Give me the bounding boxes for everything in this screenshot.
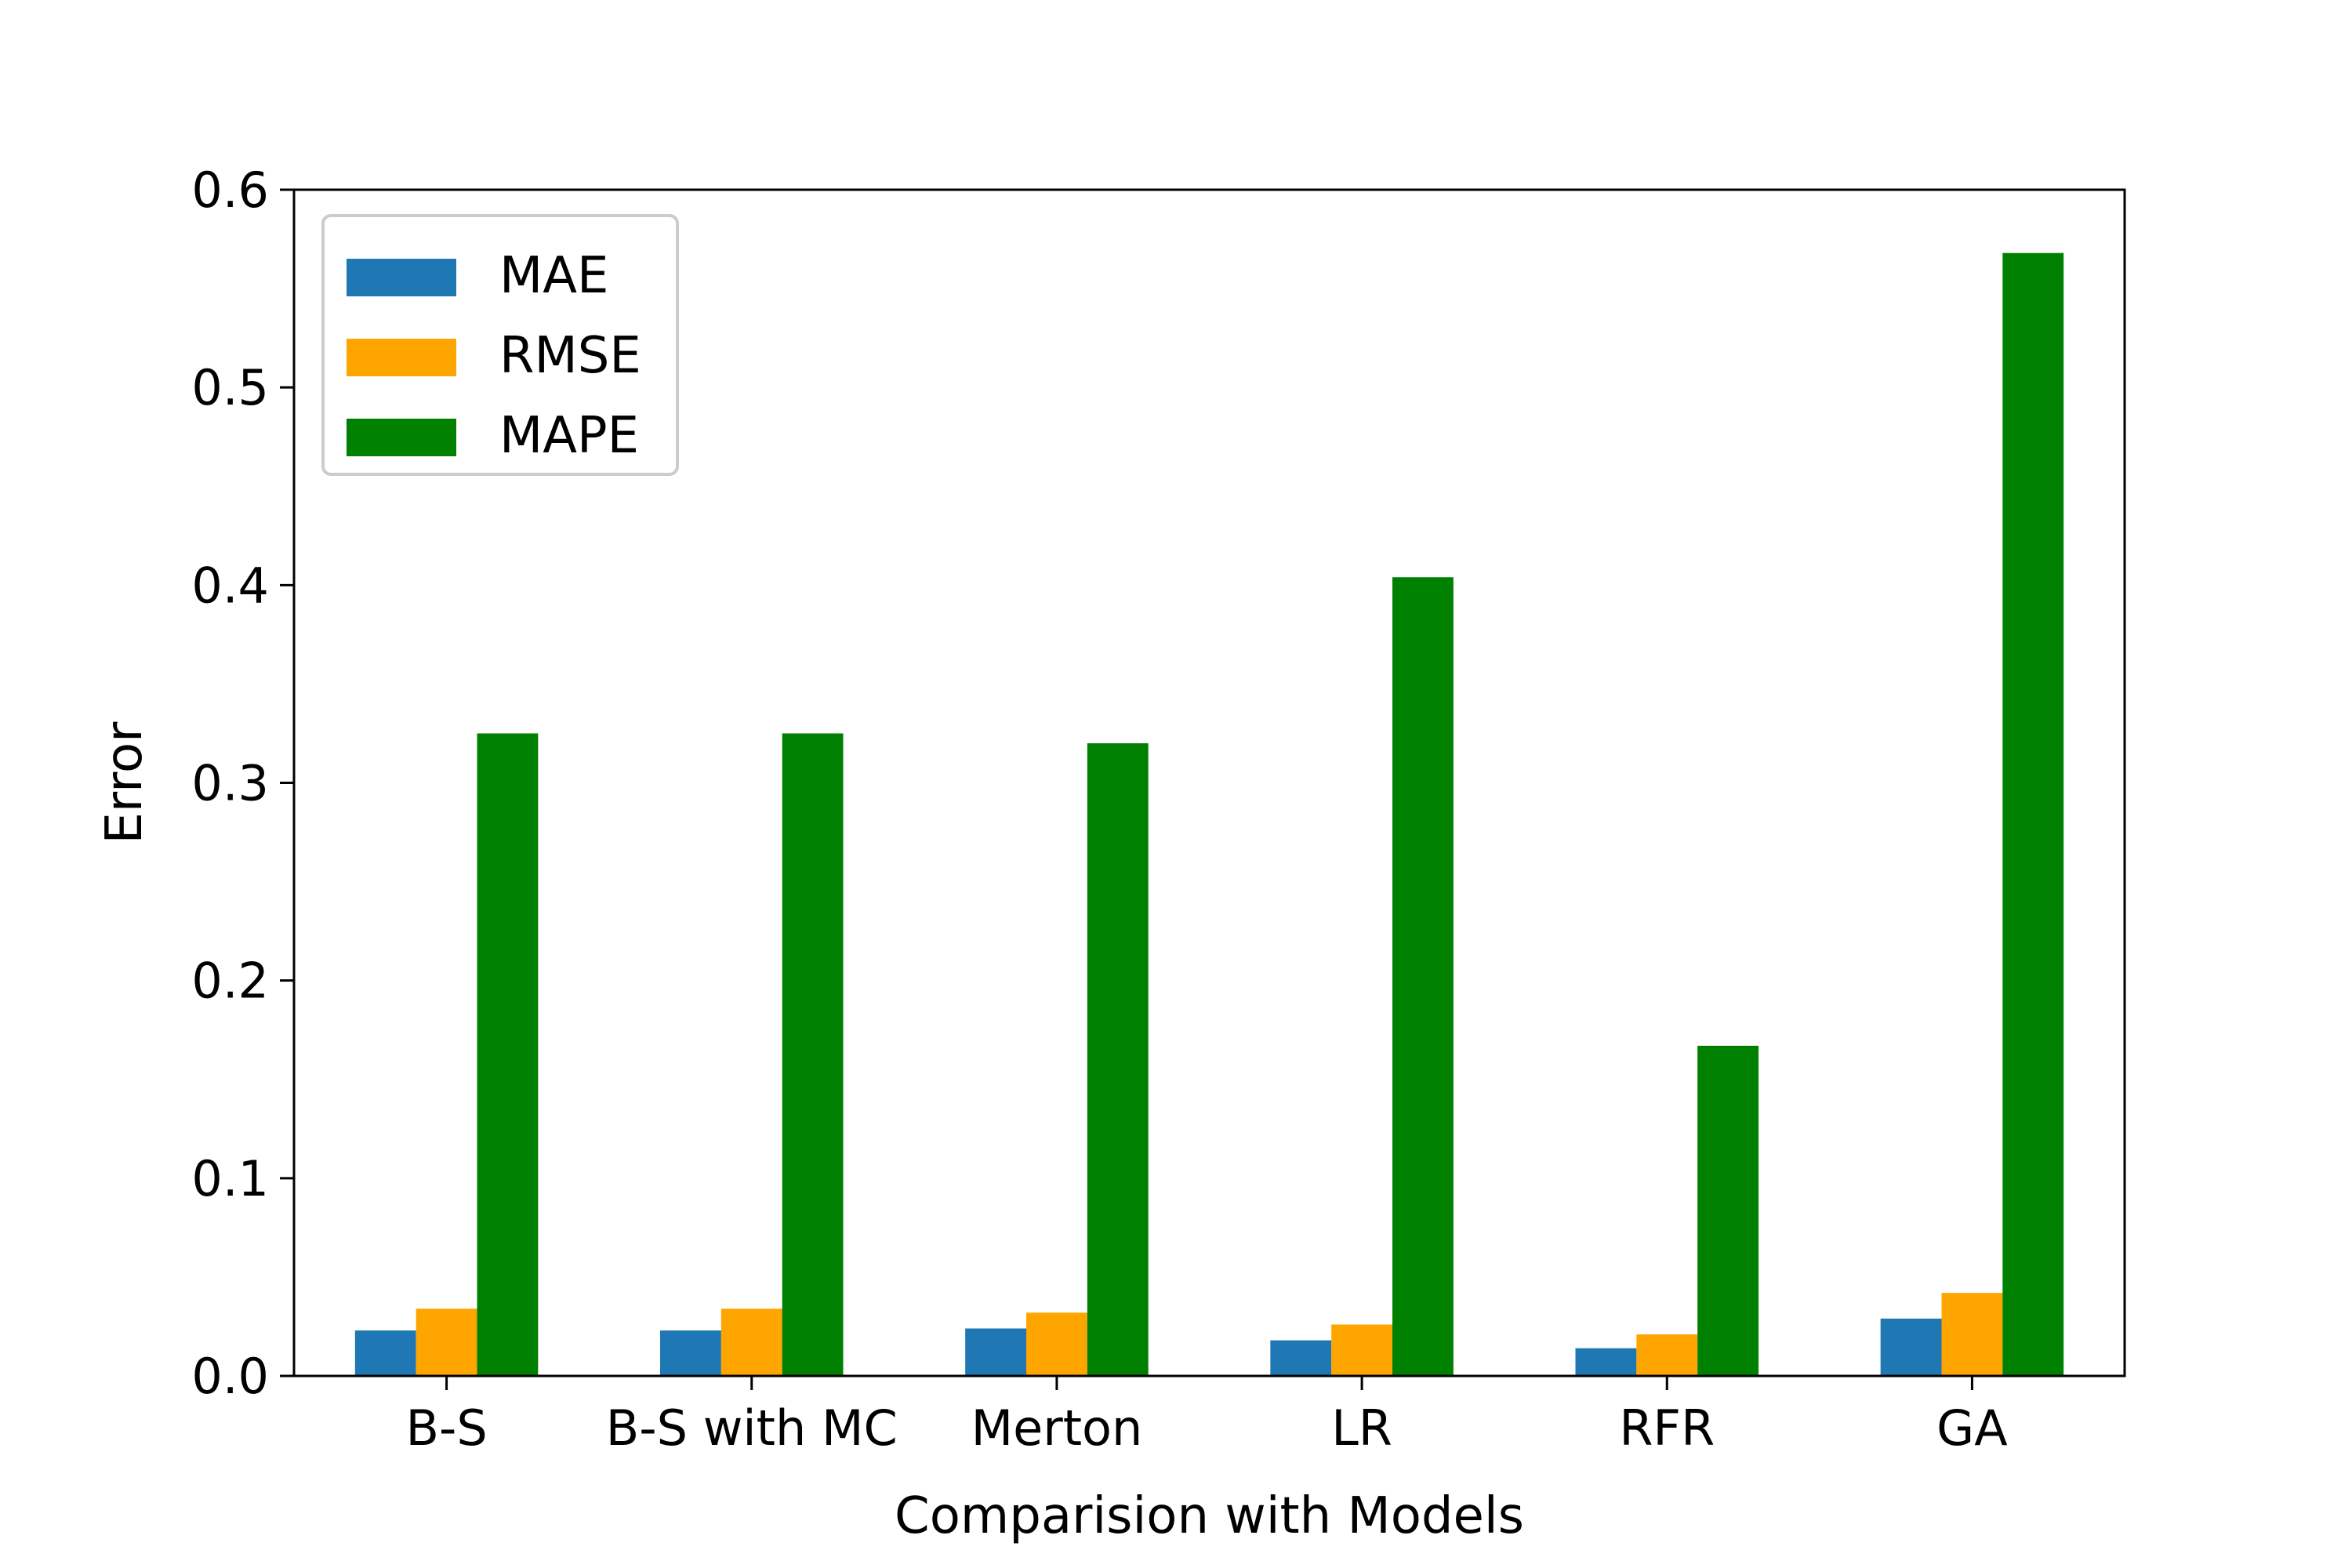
x-axis-label: Comparision with Models	[895, 1487, 1524, 1545]
legend-swatch-mae	[347, 259, 456, 296]
x-tick-label: RFR	[1619, 1399, 1715, 1457]
bar-rmse-4	[1331, 1324, 1392, 1376]
bar-mae-4	[1270, 1340, 1332, 1376]
x-tick-label: Merton	[971, 1399, 1143, 1457]
y-tick-label: 0.5	[191, 359, 269, 416]
legend-label-rmse: RMSE	[499, 327, 641, 385]
y-tick-label: 0.3	[191, 755, 269, 812]
x-tick-label: B-S with MC	[606, 1399, 898, 1457]
bar-rmse-5	[1636, 1334, 1698, 1376]
legend-swatch-mape	[347, 419, 456, 456]
bar-mae-2	[660, 1330, 721, 1376]
y-axis-label: Error	[96, 721, 154, 844]
bar-mae-6	[1880, 1318, 1942, 1376]
bar-mape-6	[2002, 252, 2064, 1376]
bar-mape-1	[477, 733, 539, 1376]
y-tick-label: 0.1	[191, 1150, 269, 1207]
y-axis: 0.0 0.1 0.2 0.3 0.4 0.5 0.6	[191, 162, 294, 1405]
bar-mae-5	[1575, 1348, 1637, 1376]
legend-label-mae: MAE	[499, 247, 608, 305]
x-axis: B-S B-S with MC Merton LR RFR GA	[405, 1376, 2008, 1457]
bar-rmse-1	[416, 1308, 477, 1376]
bar-mae-3	[965, 1328, 1026, 1376]
bar-mape-3	[1087, 743, 1149, 1376]
legend-swatch-rmse	[347, 339, 456, 376]
bar-rmse-2	[720, 1308, 782, 1376]
y-tick-label: 0.6	[191, 162, 269, 219]
y-tick-label: 0.4	[191, 557, 269, 614]
bar-mape-2	[782, 733, 844, 1376]
bars-layer	[354, 252, 2064, 1376]
y-tick-label: 0.0	[191, 1348, 269, 1405]
bar-mape-5	[1697, 1045, 1759, 1376]
bar-rmse-3	[1026, 1312, 1087, 1376]
x-tick-label: B-S	[405, 1399, 487, 1457]
y-tick-label: 0.2	[191, 953, 269, 1010]
x-tick-label: LR	[1331, 1399, 1392, 1457]
bar-mae-1	[354, 1330, 416, 1376]
legend-label-mape: MAPE	[499, 407, 639, 465]
x-tick-label: GA	[1936, 1399, 2007, 1457]
bar-mape-4	[1392, 577, 1454, 1376]
bar-rmse-6	[1941, 1293, 2003, 1376]
legend: MAE RMSE MAPE	[321, 214, 679, 476]
